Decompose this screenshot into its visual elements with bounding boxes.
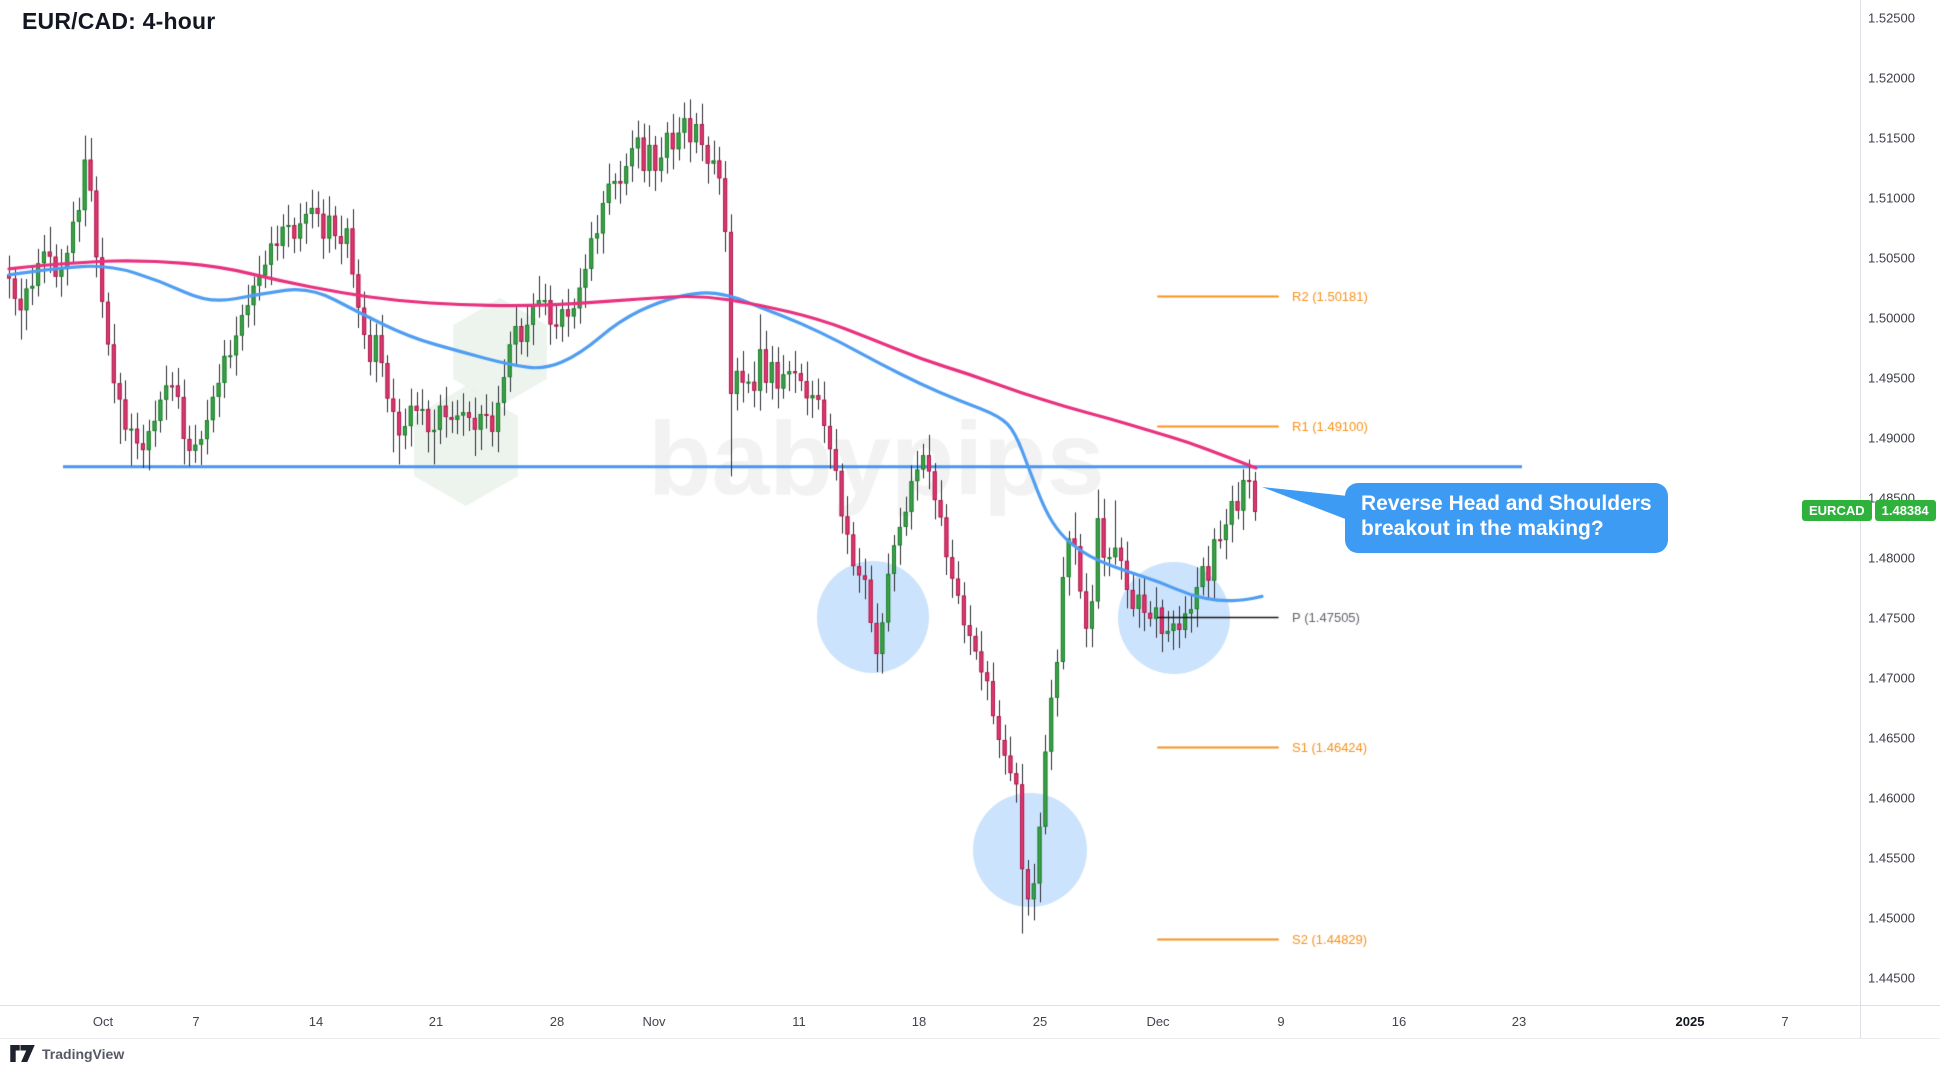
time-tick-label: 7 [1781, 1014, 1789, 1029]
price-tick-label: 1.52000 [1868, 70, 1915, 86]
price-tick-label: 1.49500 [1868, 370, 1915, 386]
callout-line-2: breakout in the making? [1361, 516, 1604, 540]
price-tick-label: 1.47000 [1868, 670, 1915, 686]
tradingview-icon [10, 1045, 35, 1062]
time-tick-label: 28 [549, 1014, 565, 1029]
callout-pointer-icon [1262, 487, 1348, 520]
time-tick-label: 21 [428, 1014, 444, 1029]
time-tick-label: 11 [792, 1014, 806, 1029]
price-tick-label: 1.46000 [1868, 790, 1915, 806]
tradingview-logo[interactable]: TradingView [10, 1045, 124, 1062]
time-tick-label: Nov [642, 1014, 666, 1029]
chart-title: EUR/CAD: 4-hour [22, 8, 216, 34]
pattern-callout[interactable]: Reverse Head and Shoulders breakout in t… [1345, 483, 1668, 553]
time-tick-label: Oct [92, 1014, 114, 1029]
tradingview-label: TradingView [42, 1045, 125, 1062]
price-tick-label: 1.45500 [1868, 850, 1915, 866]
time-tick-label: 2025 [1675, 1014, 1705, 1029]
price-tick-label: 1.50000 [1868, 310, 1915, 326]
callout-line-1: Reverse Head and Shoulders [1361, 492, 1652, 515]
time-tick-label: 25 [1032, 1014, 1048, 1029]
time-axis-divider [0, 1005, 1940, 1006]
time-tick-label: 16 [1391, 1014, 1407, 1029]
price-tick-label: 1.50500 [1868, 250, 1915, 266]
price-tick-label: 1.48000 [1868, 550, 1915, 566]
price-tick-label: 1.49000 [1868, 430, 1915, 446]
time-tick-label: 23 [1511, 1014, 1527, 1029]
time-tick-label: 9 [1277, 1014, 1285, 1029]
price-tick-label: 1.44500 [1868, 970, 1915, 986]
time-tick-label: 7 [192, 1014, 200, 1029]
time-tick-label: 14 [308, 1014, 324, 1029]
time-tick-label: 18 [911, 1014, 927, 1029]
price-tick-label: 1.46500 [1868, 730, 1915, 746]
last-price-value: 1.48384 [1874, 500, 1936, 521]
last-price-tag: EURCAD 1.48384 [1802, 500, 1936, 521]
time-axis[interactable]: Oct 7 14 21 28 Nov 11 18 25 Dec 9 16 23 2025 7 [0, 1006, 1860, 1038]
time-tick-label: Dec [1146, 1014, 1170, 1029]
price-tick-label: 1.45000 [1868, 910, 1915, 926]
footer-divider [0, 1038, 1940, 1039]
price-tick-label: 1.47500 [1868, 610, 1915, 626]
price-tick-label: 1.52500 [1868, 10, 1915, 26]
price-tick-label: 1.51500 [1868, 130, 1915, 146]
price-tick-label: 1.51000 [1868, 190, 1915, 206]
last-price-symbol: EURCAD [1802, 500, 1872, 521]
